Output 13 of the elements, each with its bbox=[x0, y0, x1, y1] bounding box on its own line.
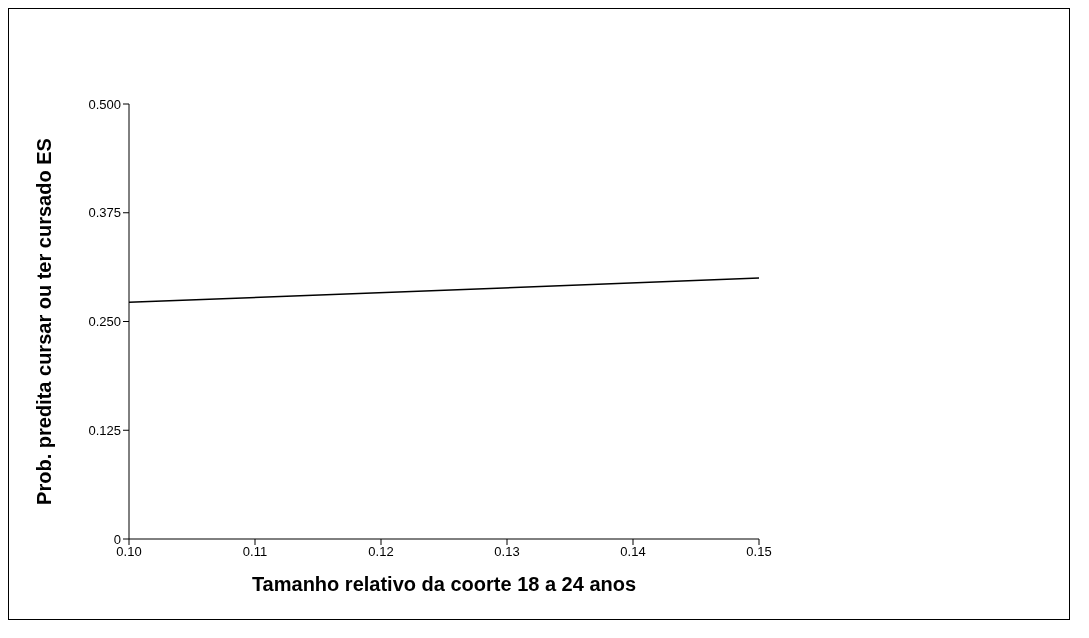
y-tick-label: 0.500 bbox=[88, 96, 121, 112]
x-tick-label: 0.14 bbox=[620, 544, 646, 560]
y-tick-label: 0.375 bbox=[88, 205, 121, 221]
x-tick-label: 0.10 bbox=[116, 544, 142, 560]
y-tick-label: 0.125 bbox=[88, 422, 121, 438]
y-axis-title: Prob. predita cursar ou ter cursado ES bbox=[33, 138, 56, 505]
y-tick-label: 0.250 bbox=[88, 314, 121, 330]
x-axis-title: Tamanho relativo da coorte 18 a 24 anos bbox=[251, 573, 637, 595]
x-tick-label: 0.11 bbox=[242, 544, 268, 560]
x-tick-label: 0.13 bbox=[494, 544, 520, 560]
x-tick-label: 0.15 bbox=[746, 544, 772, 560]
x-tick-label: 0.12 bbox=[368, 544, 394, 560]
y-tick-label: 0 bbox=[113, 531, 121, 547]
